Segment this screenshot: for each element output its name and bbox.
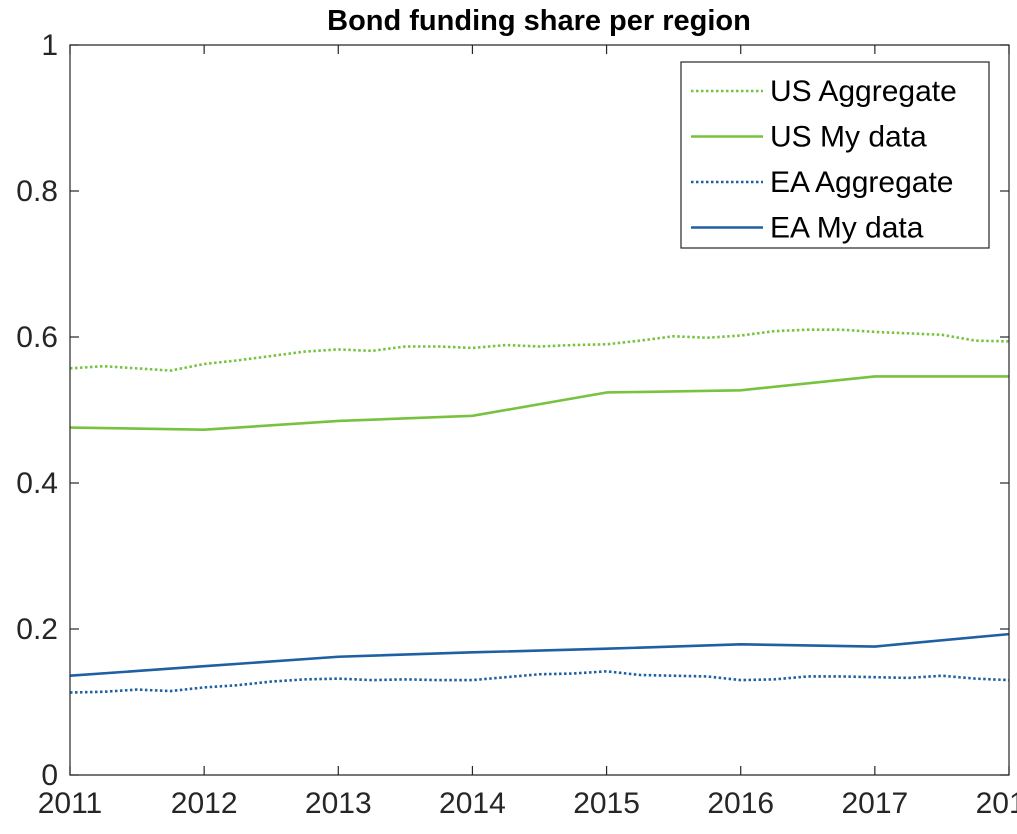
legend-label: US Aggregate	[770, 75, 957, 108]
y-tick-label: 0.6	[16, 321, 58, 354]
x-tick-label: 2016	[707, 787, 774, 820]
axes: 0 0.2 0.4 0.6 0.8 1 2011 2012 2013 2014 2015 2016 20…	[16, 29, 1017, 820]
legend-label: EA My data	[770, 212, 924, 245]
x-tick-label: 2014	[439, 787, 506, 820]
y-tick-label: 1	[41, 29, 58, 62]
x-tick-label: 2013	[305, 787, 372, 820]
legend: US Aggregate US My data EA Aggregate EA My …	[680, 61, 990, 249]
plot-area	[70, 328, 1009, 694]
series-line-us-aggregate	[70, 328, 1009, 372]
x-tick-label: 2015	[573, 787, 640, 820]
legend-label: EA Aggregate	[770, 166, 954, 199]
legend-label: US My data	[770, 121, 927, 154]
y-tick-label: 0.4	[16, 467, 58, 500]
x-tick-label: 2018	[976, 787, 1017, 820]
legend-box	[680, 61, 990, 249]
y-tick-label: 0.2	[16, 613, 58, 646]
series-line-ea-aggregate	[70, 670, 1009, 694]
y-tick-label: 0.8	[16, 175, 58, 208]
x-tick-label: 2017	[841, 787, 908, 820]
chart-title: Bond funding share per region	[327, 5, 751, 37]
x-tick-label: 2012	[171, 787, 238, 820]
x-tick-label: 2011	[38, 787, 103, 820]
series-line-ea-my-data	[70, 632, 1009, 678]
series-line-us-my-data	[70, 375, 1009, 432]
y-tick-label: 0	[41, 759, 58, 792]
